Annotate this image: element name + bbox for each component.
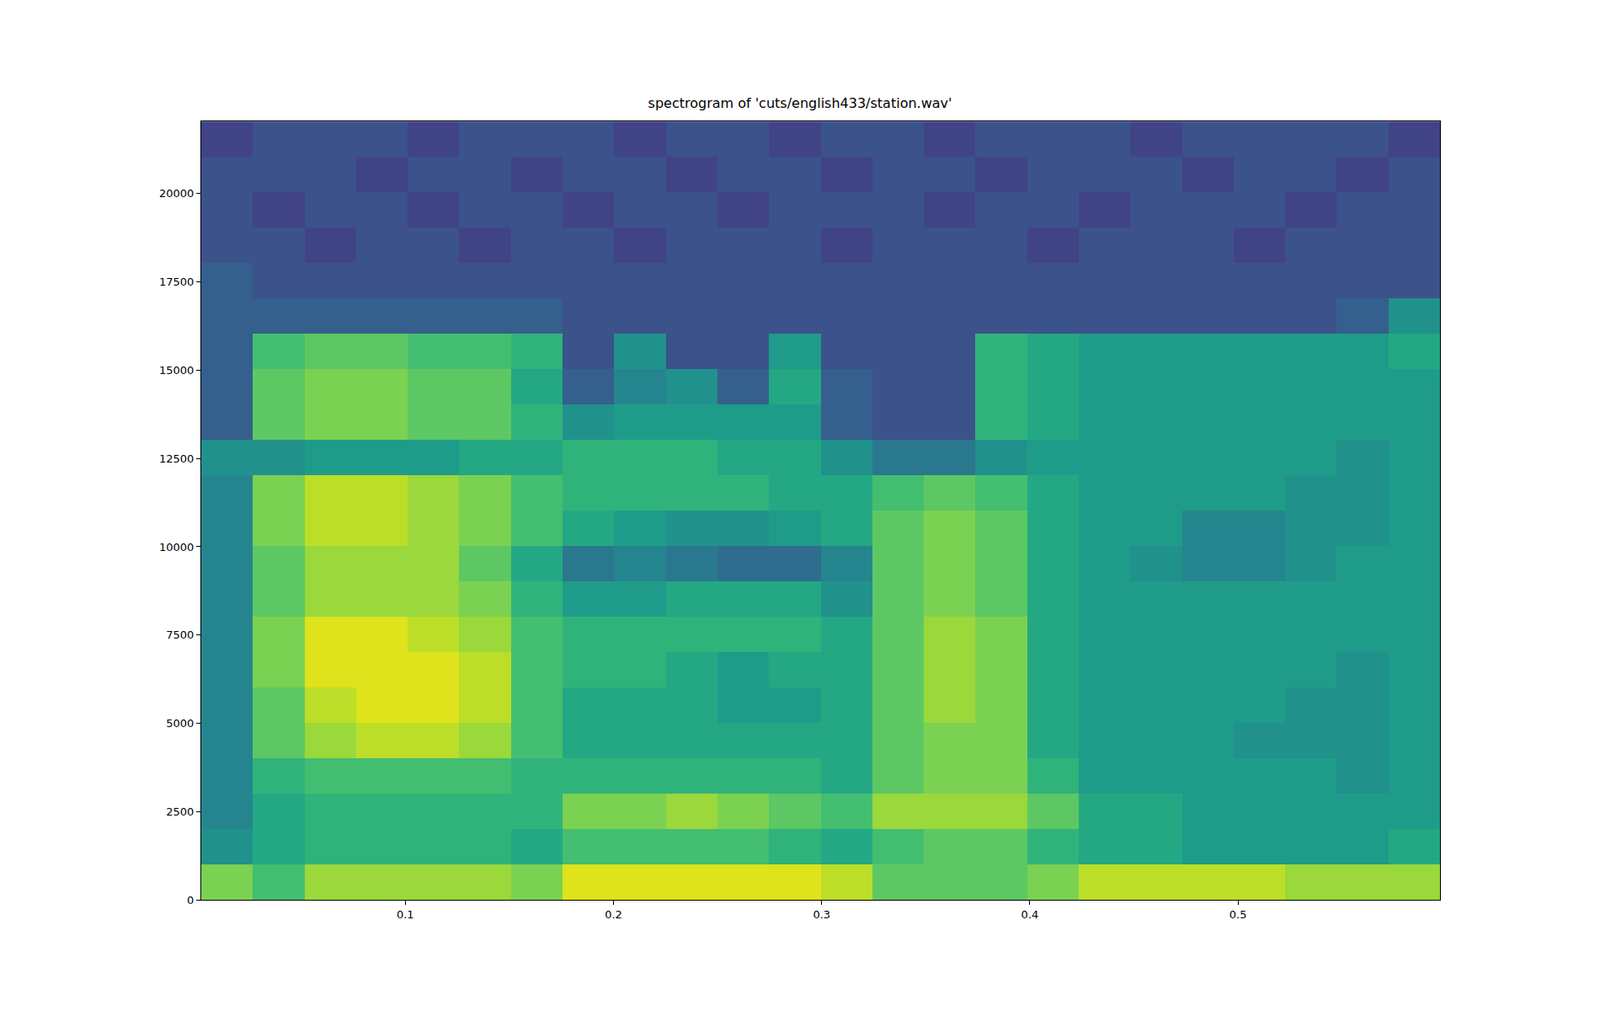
svg-text:0.2: 0.2 xyxy=(604,907,623,921)
svg-text:5000: 5000 xyxy=(165,716,194,730)
svg-text:0.5: 0.5 xyxy=(1229,907,1248,921)
svg-text:spectrogram of 'cuts/english43: spectrogram of 'cuts/english433/station.… xyxy=(648,95,953,112)
svg-text:12500: 12500 xyxy=(159,452,194,465)
svg-text:20000: 20000 xyxy=(159,186,194,200)
svg-text:15000: 15000 xyxy=(159,363,194,377)
svg-text:0.1: 0.1 xyxy=(396,907,415,921)
svg-text:0.3: 0.3 xyxy=(812,907,831,921)
svg-text:2500: 2500 xyxy=(165,805,194,818)
svg-text:0: 0 xyxy=(186,893,194,907)
svg-text:0.4: 0.4 xyxy=(1021,907,1040,921)
svg-text:7500: 7500 xyxy=(165,628,194,641)
svg-text:17500: 17500 xyxy=(159,275,194,288)
svg-text:10000: 10000 xyxy=(159,540,194,554)
